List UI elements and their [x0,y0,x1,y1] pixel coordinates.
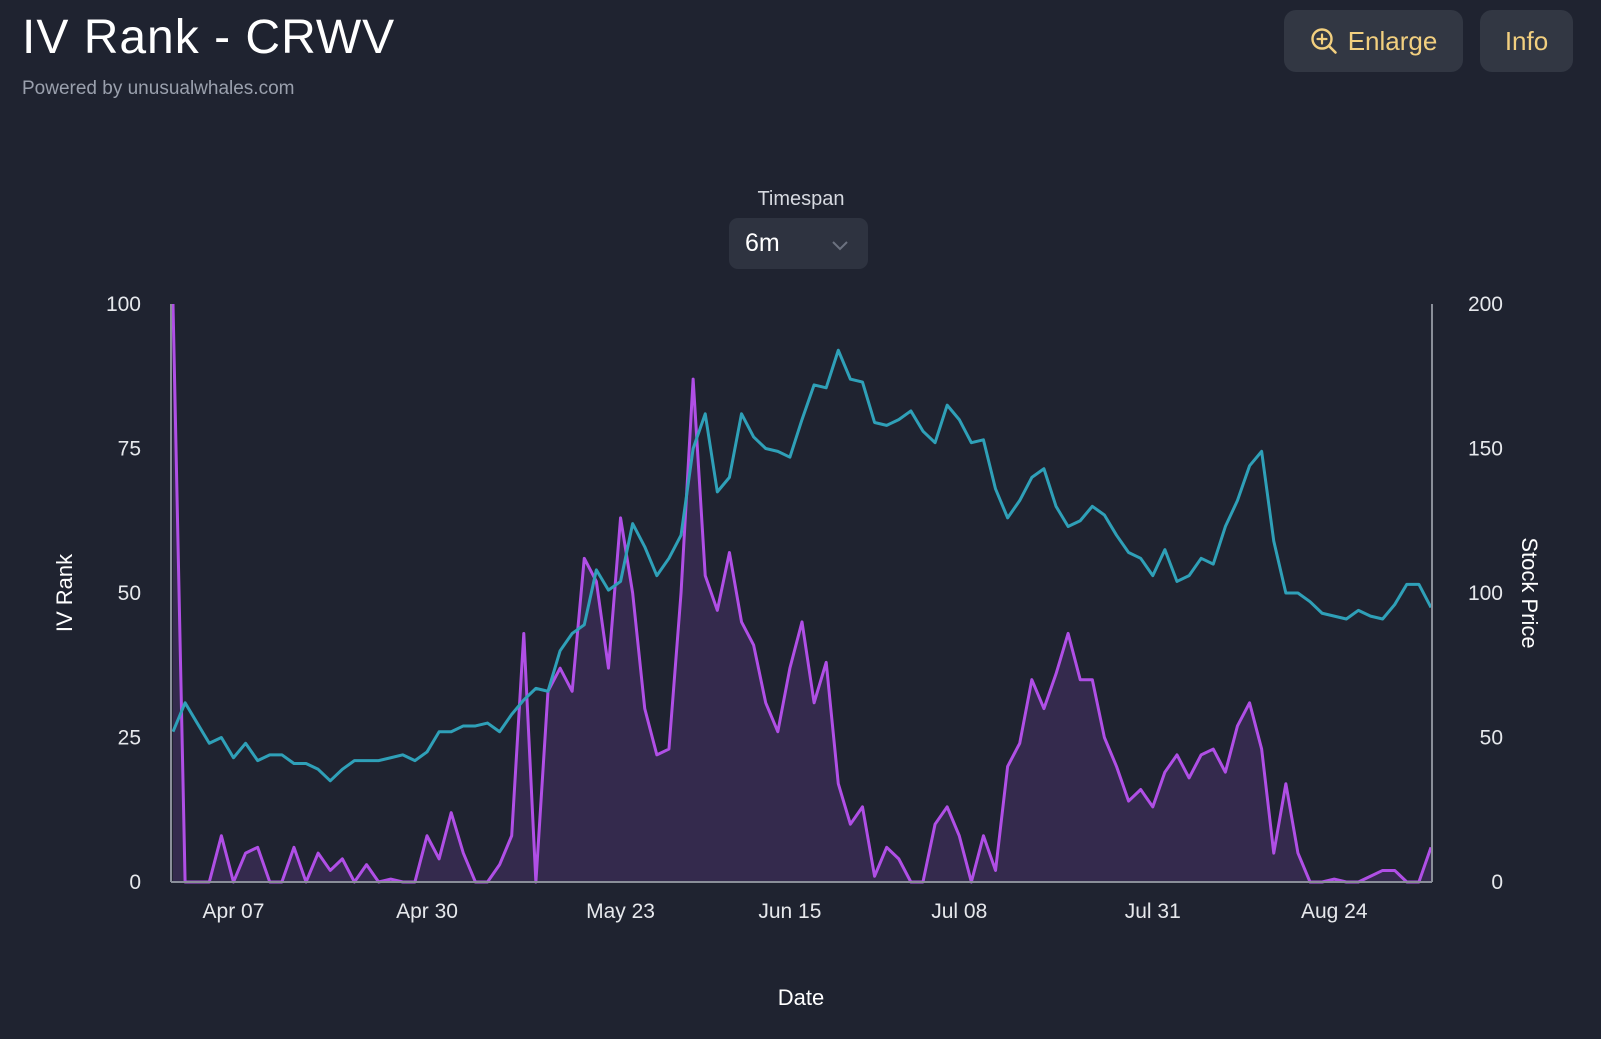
x-tick-label: Jul 08 [931,900,987,923]
x-axis-title: Date [778,985,824,1010]
timespan-select[interactable]: 6m [729,218,868,269]
y-right-tick-label: 200 [1468,293,1503,316]
y-axis-left-title: IV Rank [52,553,77,632]
x-tick-label: Aug 24 [1301,900,1368,923]
x-tick-label: May 23 [586,900,655,923]
y-left-tick-label: 50 [118,582,141,605]
timespan-label: Timespan [757,188,845,210]
enlarge-button[interactable]: Enlarge [1284,10,1463,72]
powered-by-text: Powered by unusualwhales.com [22,78,295,99]
y-left-tick-label: 0 [129,871,141,894]
iv-rank-area [173,304,1431,882]
x-tick-label: Jul 31 [1125,900,1181,923]
enlarge-label: Enlarge [1347,25,1438,56]
y-right-tick-label: 150 [1468,438,1503,461]
y-left-tick-label: 75 [118,438,141,461]
info-button[interactable]: Info [1480,10,1573,72]
x-tick-label: Apr 30 [396,900,458,923]
zoom-in-icon [1310,27,1338,55]
page-title: IV Rank - CRWV [22,11,396,64]
y-axis-right-title: Stock Price [1517,537,1542,648]
y-right-tick-label: 100 [1468,582,1503,605]
chevron-down-icon [830,233,850,262]
info-label: Info [1504,25,1549,56]
x-tick-label: Apr 07 [203,900,265,923]
y-right-tick-label: 0 [1491,871,1503,894]
y-left-tick-label: 100 [106,293,141,316]
x-tick-label: Jun 15 [758,900,821,923]
stock-price-line [171,348,1433,783]
y-left-tick-label: 25 [118,727,141,750]
timespan-value: 6m [745,229,780,257]
y-right-tick-label: 50 [1480,727,1503,750]
